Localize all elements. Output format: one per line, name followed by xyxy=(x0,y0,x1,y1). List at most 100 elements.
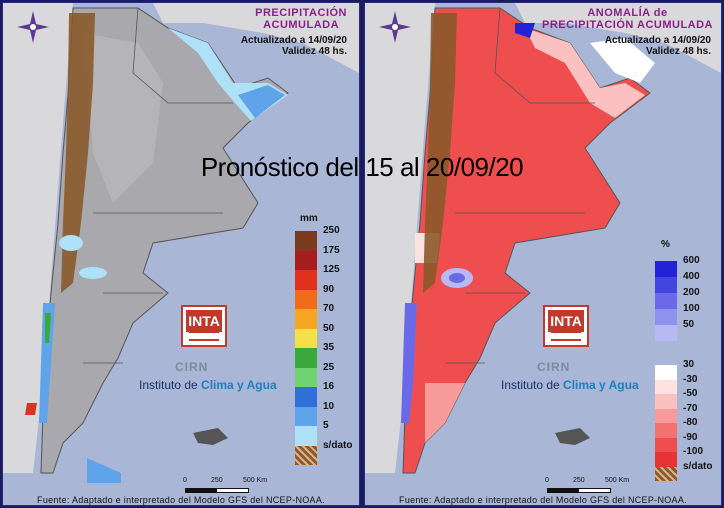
legend-swatch xyxy=(655,365,677,380)
legend-label: 90 xyxy=(323,283,335,295)
legend-item: 125 xyxy=(295,264,359,290)
legend-item: 175 xyxy=(295,245,359,270)
institute-name: Instituto de Clima y Agua xyxy=(139,378,277,392)
legend-label: 600 xyxy=(683,255,700,266)
unit-label: mm xyxy=(300,213,318,224)
legend-label: -100 xyxy=(683,446,704,457)
legend-item: 70 xyxy=(295,303,359,329)
cirn-label: CIRN xyxy=(175,360,209,374)
legend-label: 10 xyxy=(323,400,335,412)
legend-item: -50 xyxy=(655,388,721,410)
legend-swatch xyxy=(295,250,317,270)
panel-title: PRECIPITACIÓN ACUMULADA xyxy=(255,7,347,31)
legend-label: s/dato xyxy=(323,439,353,451)
legend-label: 175 xyxy=(323,244,340,256)
legend-label: 100 xyxy=(683,303,700,314)
neighbor-land xyxy=(3,3,359,73)
legend-swatch xyxy=(295,328,317,348)
legend-item: 200 xyxy=(655,287,721,309)
title-line2: ACUMULADA xyxy=(263,19,340,31)
legend-item: -30 xyxy=(655,374,721,396)
legend-item: 5 xyxy=(295,420,359,446)
title-line1: ANOMALÍA de xyxy=(587,7,668,19)
legend-label: -70 xyxy=(683,402,698,414)
institute-highlight: Clima y Agua xyxy=(563,378,639,392)
legend-item: -80 xyxy=(655,417,721,439)
islands xyxy=(193,428,228,445)
unit-label: % xyxy=(661,239,670,250)
legend-item: 100 xyxy=(655,303,721,325)
legend-swatch xyxy=(655,408,677,423)
legend-swatch xyxy=(655,309,677,325)
legend-swatch xyxy=(295,231,317,251)
legend-item: -70 xyxy=(655,403,721,425)
legend-swatch xyxy=(655,423,677,438)
forecast-title: Pronóstico del 15 al 20/09/20 xyxy=(200,152,524,182)
updated-date: Actualizado a 14/09/20 xyxy=(240,35,347,46)
legend-item: 30 xyxy=(655,359,721,381)
legend-label: 50 xyxy=(323,322,335,334)
legend-label: -30 xyxy=(683,373,698,385)
legend-label: -80 xyxy=(683,417,698,428)
legend-swatch xyxy=(655,466,677,481)
no-data-area xyxy=(423,13,457,293)
inta-logo: INTA xyxy=(181,305,227,347)
legend-label: 25 xyxy=(323,361,335,373)
inta-logo-text: INTA xyxy=(548,310,584,332)
legend-item: 90 xyxy=(295,284,359,309)
title-line2: PRECIPITACIÓN ACUMULADA xyxy=(542,19,713,31)
chile-land xyxy=(365,3,435,473)
anomaly-map-panel: ANOMALÍA de PRECIPITACIÓN ACUMULADA Actu… xyxy=(364,2,722,506)
legend-item: 16 xyxy=(295,381,359,407)
legend-swatch xyxy=(655,437,677,452)
legend-label: 5 xyxy=(323,420,329,431)
legend-label: 250 xyxy=(323,225,340,236)
legend-label: 70 xyxy=(323,303,335,314)
legend-swatch xyxy=(655,325,677,341)
legend-label: 50 xyxy=(683,319,695,330)
institute-prefix: Instituto de xyxy=(139,378,202,392)
legend-item: -90 xyxy=(655,432,721,454)
legend-item: 50 xyxy=(655,319,721,341)
legend-swatch xyxy=(655,261,677,277)
source-footer: Fuente: Adaptado e interpretado del Mode… xyxy=(37,495,325,505)
legend-swatch xyxy=(295,445,317,465)
legend-swatch xyxy=(295,426,317,446)
compass-icon xyxy=(379,11,411,43)
legend-item: 35 xyxy=(295,342,359,368)
panel-title: ANOMALÍA de PRECIPITACIÓN ACUMULADA xyxy=(542,7,713,31)
legend-item: 25 xyxy=(295,362,359,387)
update-info: Actualizado a 14/09/20 Validez 48 hs. xyxy=(241,35,347,57)
legend-label: s/dato xyxy=(683,460,713,472)
legend-swatch xyxy=(295,289,317,309)
legend-swatch xyxy=(655,394,677,409)
scale-mid: 250 xyxy=(573,477,585,484)
scale-bar xyxy=(547,488,611,493)
legend-swatch xyxy=(655,379,677,394)
legend-swatch xyxy=(295,367,317,387)
legend-label: 16 xyxy=(323,381,335,392)
legend-label: 400 xyxy=(683,271,700,282)
legend-item: -100 xyxy=(655,446,721,468)
legend-swatch xyxy=(655,293,677,309)
cirn-label: CIRN xyxy=(537,360,571,374)
scale-zero: 0 xyxy=(183,477,187,484)
institute-highlight: Clima y Agua xyxy=(201,378,277,392)
legend-item: 400 xyxy=(655,271,721,293)
precip-spot xyxy=(59,235,83,251)
scale-mid: 250 xyxy=(211,477,223,484)
title-line1: PRECIPITACIÓN xyxy=(255,7,347,19)
precipitation-map-panel: PRECIPITACIÓN ACUMULADA Actualizado a 14… xyxy=(2,2,360,506)
legend-item: 50 xyxy=(295,323,359,348)
scale-end: 500 Km xyxy=(243,477,268,484)
inta-logo: INTA xyxy=(543,305,589,347)
no-data-area xyxy=(61,13,95,293)
anomaly-map xyxy=(365,3,721,474)
legend-swatch xyxy=(295,348,317,368)
legend-item: 600 xyxy=(655,255,721,277)
islands xyxy=(555,428,590,445)
legend-swatch xyxy=(295,387,317,407)
legend-label: 125 xyxy=(323,264,340,275)
validity: Validez 48 hs. xyxy=(281,46,347,57)
legend-item: s/dato xyxy=(655,461,721,483)
